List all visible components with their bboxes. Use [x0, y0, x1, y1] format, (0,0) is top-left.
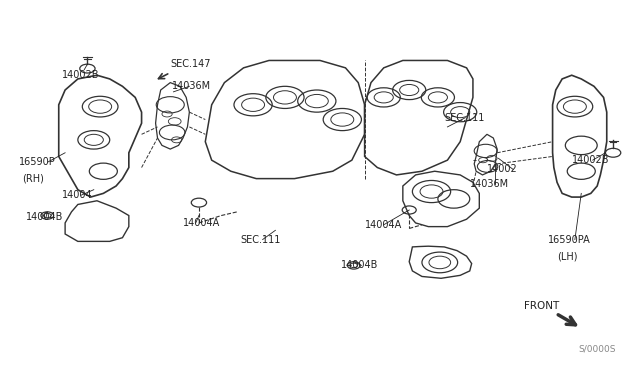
Text: FRONT: FRONT	[524, 301, 559, 311]
Text: 14002B: 14002B	[62, 70, 99, 80]
Text: 14002B: 14002B	[572, 155, 609, 165]
Text: S/0000S: S/0000S	[579, 345, 616, 354]
Text: 14004B: 14004B	[26, 212, 63, 222]
Text: 16590P: 16590P	[19, 157, 56, 167]
Text: 14004B: 14004B	[341, 260, 378, 270]
Text: 14004A: 14004A	[183, 218, 220, 228]
Text: SEC.147: SEC.147	[170, 59, 211, 69]
Text: 14036M: 14036M	[470, 179, 509, 189]
Text: 14004: 14004	[62, 190, 93, 200]
Text: (LH): (LH)	[557, 251, 577, 261]
Text: SEC.111: SEC.111	[444, 113, 484, 123]
Text: 14004A: 14004A	[365, 220, 402, 230]
Text: (RH): (RH)	[22, 174, 44, 184]
Text: SEC.111: SEC.111	[241, 234, 281, 244]
Text: 14002: 14002	[487, 164, 518, 174]
Text: 16590PA: 16590PA	[548, 234, 591, 244]
Text: 14036M: 14036M	[172, 81, 211, 91]
